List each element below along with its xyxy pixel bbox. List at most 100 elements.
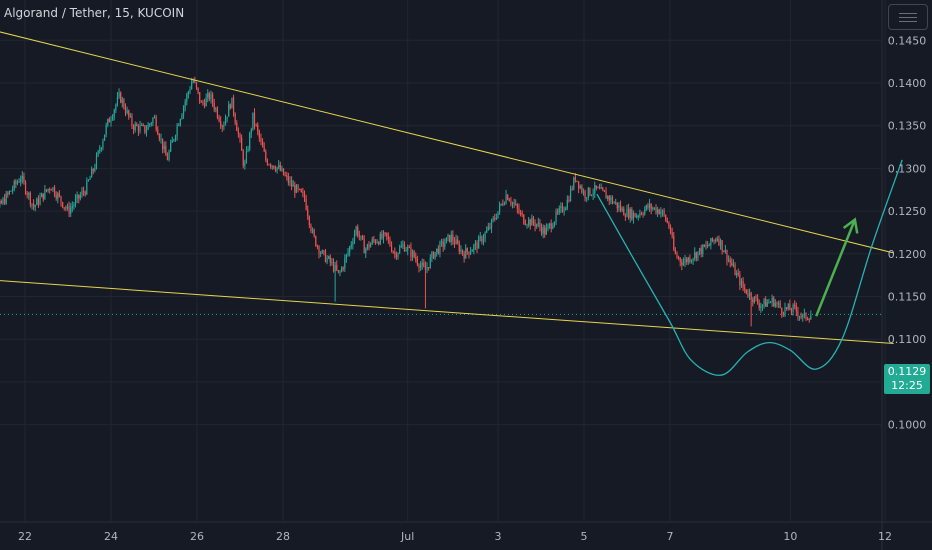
candle-body <box>250 129 252 134</box>
candle-body <box>65 207 67 209</box>
price-tick-label: 0.1150 <box>888 291 927 304</box>
candle-body <box>444 243 446 247</box>
candle-body <box>344 258 346 269</box>
price-tick-label: 0.1450 <box>888 34 927 47</box>
candle-body <box>637 215 639 217</box>
candle-body <box>392 251 394 253</box>
candle-body <box>257 125 259 132</box>
candle-body <box>745 289 747 294</box>
candle-body <box>171 140 173 143</box>
candle-body <box>729 259 731 263</box>
candle-body <box>540 227 543 234</box>
candle-body <box>431 252 433 258</box>
candle-body <box>403 244 406 252</box>
candle-body <box>561 205 564 212</box>
candle-body <box>715 240 717 242</box>
candle-body <box>597 187 599 189</box>
candle-body <box>621 208 623 211</box>
candle-body <box>682 262 685 266</box>
candle-body <box>149 123 151 125</box>
candle-body <box>537 222 539 225</box>
candle-body <box>692 258 694 261</box>
candle-body <box>129 115 131 117</box>
candle-body <box>808 319 810 321</box>
candle-body <box>511 202 514 204</box>
candle-body <box>744 287 746 290</box>
scale-menu-button[interactable] <box>888 4 928 30</box>
candle-body <box>405 250 407 252</box>
candle-body <box>790 310 793 312</box>
candle-body <box>402 244 404 246</box>
candle-body <box>800 316 802 318</box>
candle-body <box>170 142 172 152</box>
candle-body <box>316 245 318 247</box>
candle-body <box>386 232 388 237</box>
candle-body <box>782 313 785 315</box>
candle-body <box>184 101 186 107</box>
candle-body <box>66 206 69 209</box>
candle-body <box>619 205 622 211</box>
candle-body <box>529 219 531 226</box>
candle-body <box>128 110 130 117</box>
candle-body <box>368 244 370 248</box>
candle-body <box>10 190 12 192</box>
candle-body <box>221 125 223 128</box>
candle-body <box>157 129 159 135</box>
candle-body <box>428 267 430 269</box>
candle-body <box>342 267 344 269</box>
candle-body <box>724 249 726 253</box>
candle-body <box>302 192 304 194</box>
candle-body <box>636 215 638 218</box>
candle-body <box>497 211 499 219</box>
candle-body <box>58 193 60 197</box>
candle-body <box>210 94 212 100</box>
candle-body <box>628 208 630 218</box>
candle-body <box>587 187 589 198</box>
candle-body <box>545 228 547 235</box>
price-axis[interactable]: 0.10000.10500.11000.11500.12000.12500.13… <box>888 34 927 431</box>
candle-body <box>569 188 572 202</box>
candle-body <box>176 125 178 136</box>
candle-body <box>739 274 741 286</box>
candle-body <box>607 196 609 199</box>
candle-body <box>174 135 177 140</box>
candle-body <box>623 208 625 216</box>
candle-body <box>671 232 673 236</box>
candle-body <box>255 124 257 126</box>
candle-body <box>632 213 635 220</box>
candle-body <box>768 302 770 304</box>
candle-body <box>218 117 220 122</box>
candle-body <box>686 258 688 263</box>
candle-body <box>326 258 328 262</box>
candle-body <box>616 202 618 209</box>
candle-body <box>76 194 78 199</box>
candle-body <box>365 248 367 254</box>
candle-body <box>552 225 554 229</box>
candle-body <box>331 262 333 264</box>
projection-arrow <box>815 219 857 317</box>
candle-body <box>560 205 562 209</box>
candle-body <box>87 179 90 181</box>
candle-body <box>150 123 152 125</box>
candle-body <box>578 181 580 189</box>
candle-body <box>192 80 194 83</box>
candle-body <box>289 180 291 183</box>
candle-body <box>457 239 459 244</box>
candle-body <box>702 244 704 255</box>
last-price-label: 0.1129 <box>887 365 927 378</box>
candle-body <box>305 198 307 210</box>
candle-body <box>718 238 720 245</box>
candle-body <box>3 198 6 204</box>
candle-body <box>482 238 485 242</box>
time-axis[interactable]: 22 24 26 28 Jul 3 5 7 10 12 <box>18 530 892 543</box>
candle-body <box>737 273 739 275</box>
candle-body <box>265 151 267 161</box>
candle-body <box>347 252 349 255</box>
candle-body <box>410 247 412 257</box>
candle-body <box>758 303 760 308</box>
candle-body <box>300 189 302 193</box>
candle-body <box>660 211 662 215</box>
candle-body <box>211 94 214 103</box>
candle-body <box>79 195 81 199</box>
